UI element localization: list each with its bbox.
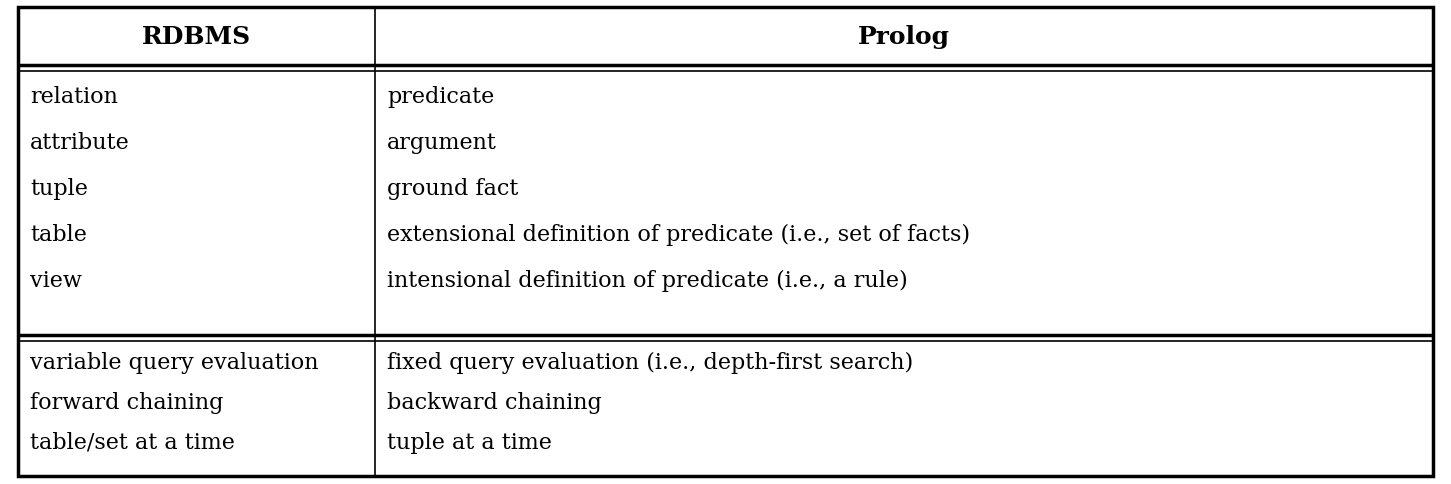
Text: argument: argument [387,132,496,154]
Text: fixed query evaluation (i.e., depth-first search): fixed query evaluation (i.e., depth-firs… [387,351,913,373]
Text: relation: relation [30,86,118,108]
Text: predicate: predicate [387,86,495,108]
Text: ground fact: ground fact [387,178,518,199]
Text: forward chaining: forward chaining [30,391,223,413]
Text: backward chaining: backward chaining [387,391,602,413]
Text: view: view [30,270,81,291]
Text: RDBMS: RDBMS [142,25,251,49]
Text: Prolog: Prolog [858,25,950,49]
Text: extensional definition of predicate (i.e., set of facts): extensional definition of predicate (i.e… [387,224,971,245]
Text: variable query evaluation: variable query evaluation [30,351,319,373]
Text: attribute: attribute [30,132,129,154]
Text: tuple at a time: tuple at a time [387,431,551,453]
Text: intensional definition of predicate (i.e., a rule): intensional definition of predicate (i.e… [387,270,908,291]
Text: table/set at a time: table/set at a time [30,431,235,453]
Text: table: table [30,224,87,245]
Text: tuple: tuple [30,178,89,199]
